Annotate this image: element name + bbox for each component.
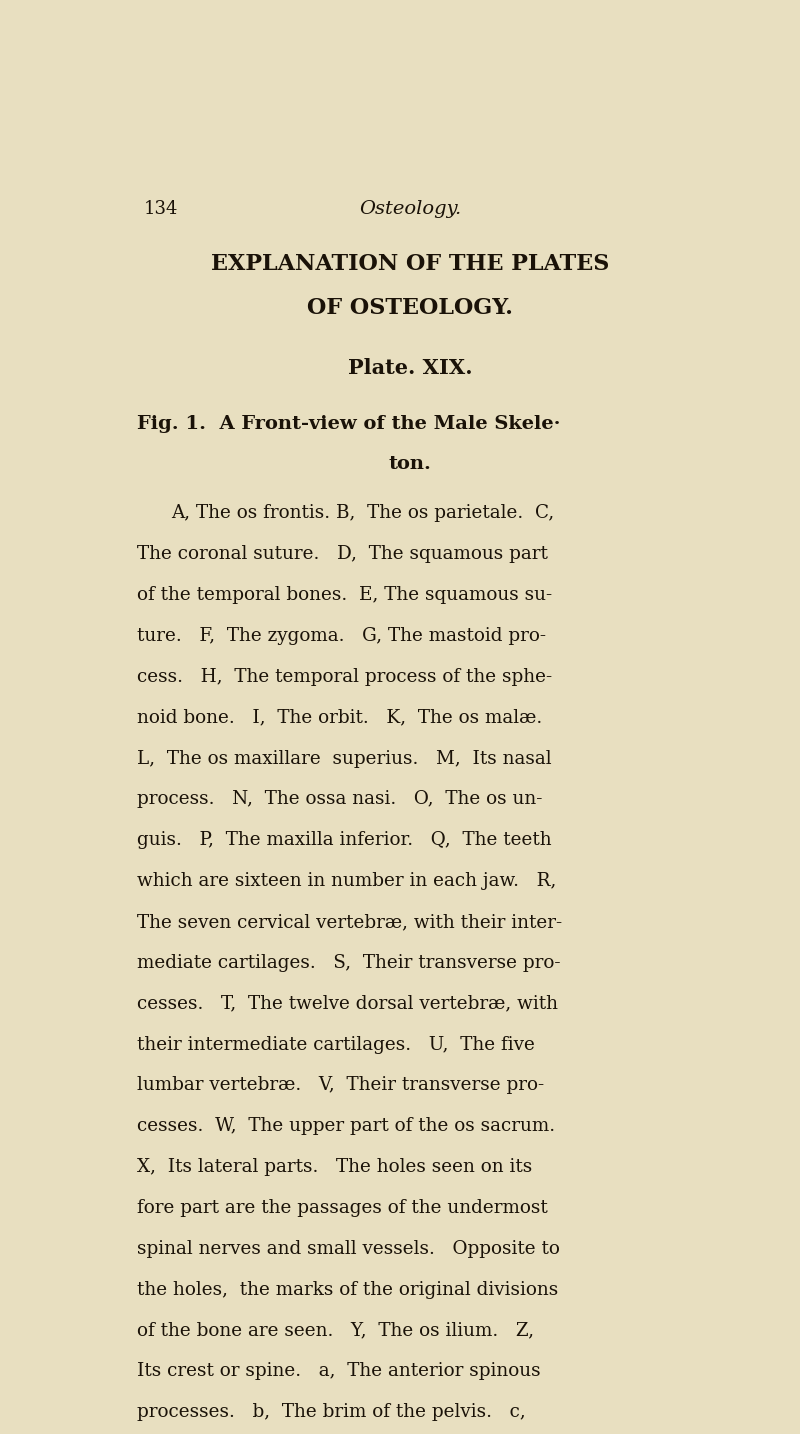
Text: EXPLANATION OF THE PLATES: EXPLANATION OF THE PLATES — [211, 252, 609, 275]
Text: their intermediate cartilages.   U,  The five: their intermediate cartilages. U, The fi… — [138, 1035, 535, 1054]
Text: Fig. 1.  A Front-view of the Male Skele·: Fig. 1. A Front-view of the Male Skele· — [138, 414, 561, 433]
Text: ture.   F,  The zygoma.   G, The mastoid pro-: ture. F, The zygoma. G, The mastoid pro- — [138, 627, 546, 645]
Text: X,  Its lateral parts.   The holes seen on its: X, Its lateral parts. The holes seen on … — [138, 1159, 533, 1176]
Text: cesses.   T,  The twelve dorsal vertebræ, with: cesses. T, The twelve dorsal vertebræ, w… — [138, 995, 558, 1012]
Text: Osteology.: Osteology. — [359, 199, 461, 218]
Text: A, The os frontis. B,  The os parietale.  C,: A, The os frontis. B, The os parietale. … — [171, 505, 554, 522]
Text: guis.   P,  The maxilla inferior.   Q,  The teeth: guis. P, The maxilla inferior. Q, The te… — [138, 832, 552, 849]
Text: of the temporal bones.  E, The squamous su-: of the temporal bones. E, The squamous s… — [138, 587, 552, 604]
Text: 134: 134 — [143, 199, 178, 218]
Text: Its crest or spine.   a,  The anterior spinous: Its crest or spine. a, The anterior spin… — [138, 1362, 541, 1381]
Text: ton.: ton. — [389, 455, 431, 473]
Text: Plate. XIX.: Plate. XIX. — [348, 357, 472, 377]
Text: mediate cartilages.   S,  Their transverse pro-: mediate cartilages. S, Their transverse … — [138, 954, 561, 972]
Text: fore part are the passages of the undermost: fore part are the passages of the underm… — [138, 1199, 548, 1217]
Text: The seven cervical vertebræ, with their inter-: The seven cervical vertebræ, with their … — [138, 913, 562, 931]
Text: cess.   H,  The temporal process of the sphe-: cess. H, The temporal process of the sph… — [138, 668, 552, 685]
Text: spinal nerves and small vessels.   Opposite to: spinal nerves and small vessels. Opposit… — [138, 1240, 560, 1258]
Text: noid bone.   I,  The orbit.   K,  The os malæ.: noid bone. I, The orbit. K, The os malæ. — [138, 708, 542, 727]
Text: process.   N,  The ossa nasi.   O,  The os un-: process. N, The ossa nasi. O, The os un- — [138, 790, 542, 809]
Text: processes.   b,  The brim of the pelvis.   c,: processes. b, The brim of the pelvis. c, — [138, 1404, 526, 1421]
Text: which are sixteen in number in each jaw.   R,: which are sixteen in number in each jaw.… — [138, 872, 557, 891]
Text: of the bone are seen.   Y,  The os ilium.   Z,: of the bone are seen. Y, The os ilium. Z… — [138, 1322, 534, 1339]
Text: cesses.  W,  The upper part of the os sacrum.: cesses. W, The upper part of the os sacr… — [138, 1117, 555, 1136]
Text: lumbar vertebræ.   V,  Their transverse pro-: lumbar vertebræ. V, Their transverse pro… — [138, 1077, 544, 1094]
Text: L,  The os maxillare  superius.   M,  Its nasal: L, The os maxillare superius. M, Its nas… — [138, 750, 552, 767]
Text: the holes,  the marks of the original divisions: the holes, the marks of the original div… — [138, 1281, 558, 1299]
Text: OF OSTEOLOGY.: OF OSTEOLOGY. — [307, 297, 513, 318]
Text: The coronal suture.   D,  The squamous part: The coronal suture. D, The squamous part — [138, 545, 548, 564]
